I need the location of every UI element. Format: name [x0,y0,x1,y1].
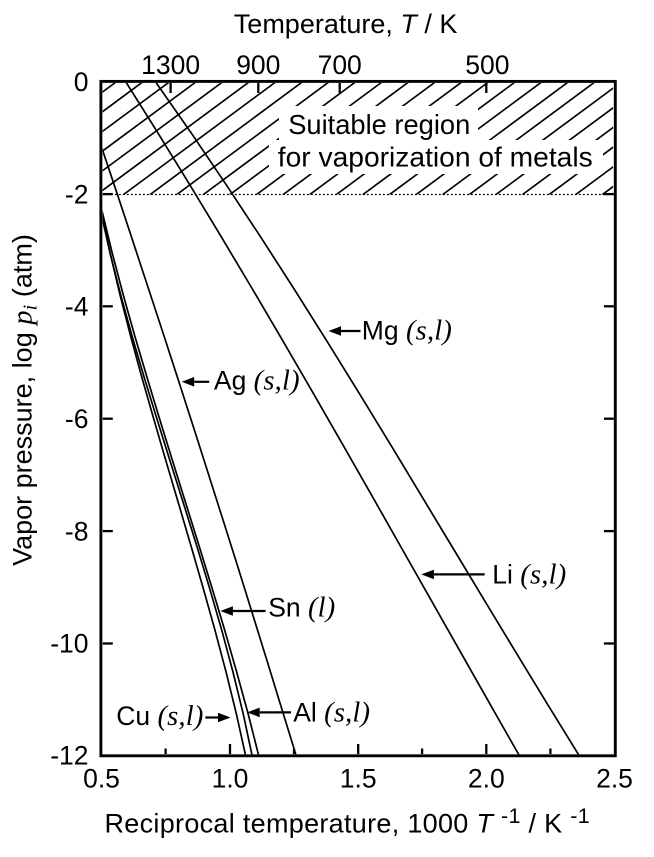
svg-text:Sn (l): Sn (l) [268,593,335,624]
svg-text:0: 0 [74,67,89,97]
svg-text:1.0: 1.0 [212,763,249,793]
svg-text:Al (s,l): Al (s,l) [293,697,370,728]
svg-text:500: 500 [465,50,509,80]
svg-text:-4: -4 [65,292,89,322]
svg-text:1300: 1300 [141,50,200,80]
svg-text:-6: -6 [65,404,89,434]
svg-text:Ag (s,l): Ag (s,l) [214,366,300,397]
svg-text:Li (s,l): Li (s,l) [492,559,566,590]
svg-text:900: 900 [236,50,280,80]
svg-text:Cu (s,l): Cu (s,l) [116,701,203,732]
svg-text:Suitable region: Suitable region [288,109,470,140]
svg-text:0.5: 0.5 [83,763,120,793]
svg-text:for vaporization of metals: for vaporization of metals [278,141,593,173]
svg-text:2.5: 2.5 [596,763,633,793]
svg-text:1.5: 1.5 [340,763,377,793]
svg-text:Mg (s,l): Mg (s,l) [362,316,452,347]
svg-text:Temperature, T / K: Temperature, T / K [234,9,458,39]
svg-text:-8: -8 [65,516,89,546]
svg-text:-10: -10 [50,629,88,659]
svg-text:Vapor pressure, log pi (atm): Vapor pressure, log pi (atm) [8,234,42,566]
svg-text:-2: -2 [65,179,89,209]
svg-text:2.0: 2.0 [468,763,505,793]
svg-text:700: 700 [318,50,362,80]
svg-text:-12: -12 [50,740,88,770]
